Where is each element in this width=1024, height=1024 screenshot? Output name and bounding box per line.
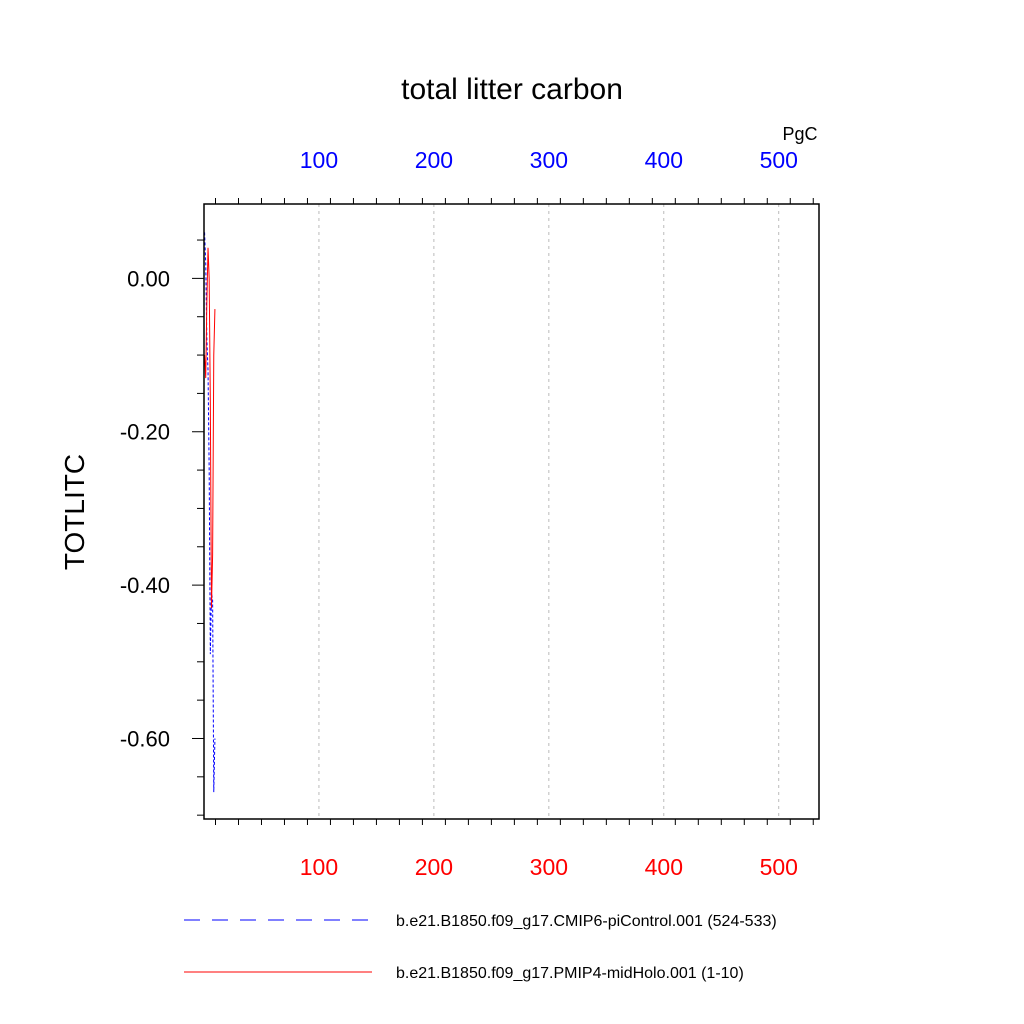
y-axis-label: TOTLITC [59,454,90,570]
chart-title: total litter carbon [401,73,623,106]
legend-label-2: b.e21.B1850.f09_g17.PMIP4-midHolo.001 (1… [396,965,744,982]
x-tick-label-bottom: 500 [760,854,798,880]
x-tick-label-top: 500 [760,147,798,173]
axis-ticks [192,198,814,825]
plot-frame [203,203,820,820]
x-tick-label-bottom: 200 [415,854,453,880]
x-tick-label-bottom: 100 [300,854,338,880]
series-group [204,232,216,793]
grid-lines [318,204,780,819]
x-tick-label-bottom: 400 [645,854,683,880]
legend: b.e21.B1850.f09_g17.CMIP6-piControl.001 … [184,913,777,982]
legend-label-1: b.e21.B1850.f09_g17.CMIP6-piControl.001 … [396,913,777,930]
x-tick-label-top: 100 [300,147,338,173]
series-line-2 [204,247,216,609]
y-tick-label: -0.40 [120,573,170,598]
top-axis-units: PgC [782,124,817,144]
y-tick-label: -0.60 [120,726,170,751]
x-tick-label-top: 400 [645,147,683,173]
x-tick-label-bottom: 300 [530,854,568,880]
x-tick-label-top: 300 [530,147,568,173]
x-tick-label-top: 200 [415,147,453,173]
y-tick-label: 0.00 [127,266,170,291]
tick-labels: 100 100 200 200 300 300 400 400 500 500 0.00 -0.20 -… [120,147,798,880]
y-tick-label: -0.20 [120,420,170,445]
series-line-1 [204,232,216,793]
